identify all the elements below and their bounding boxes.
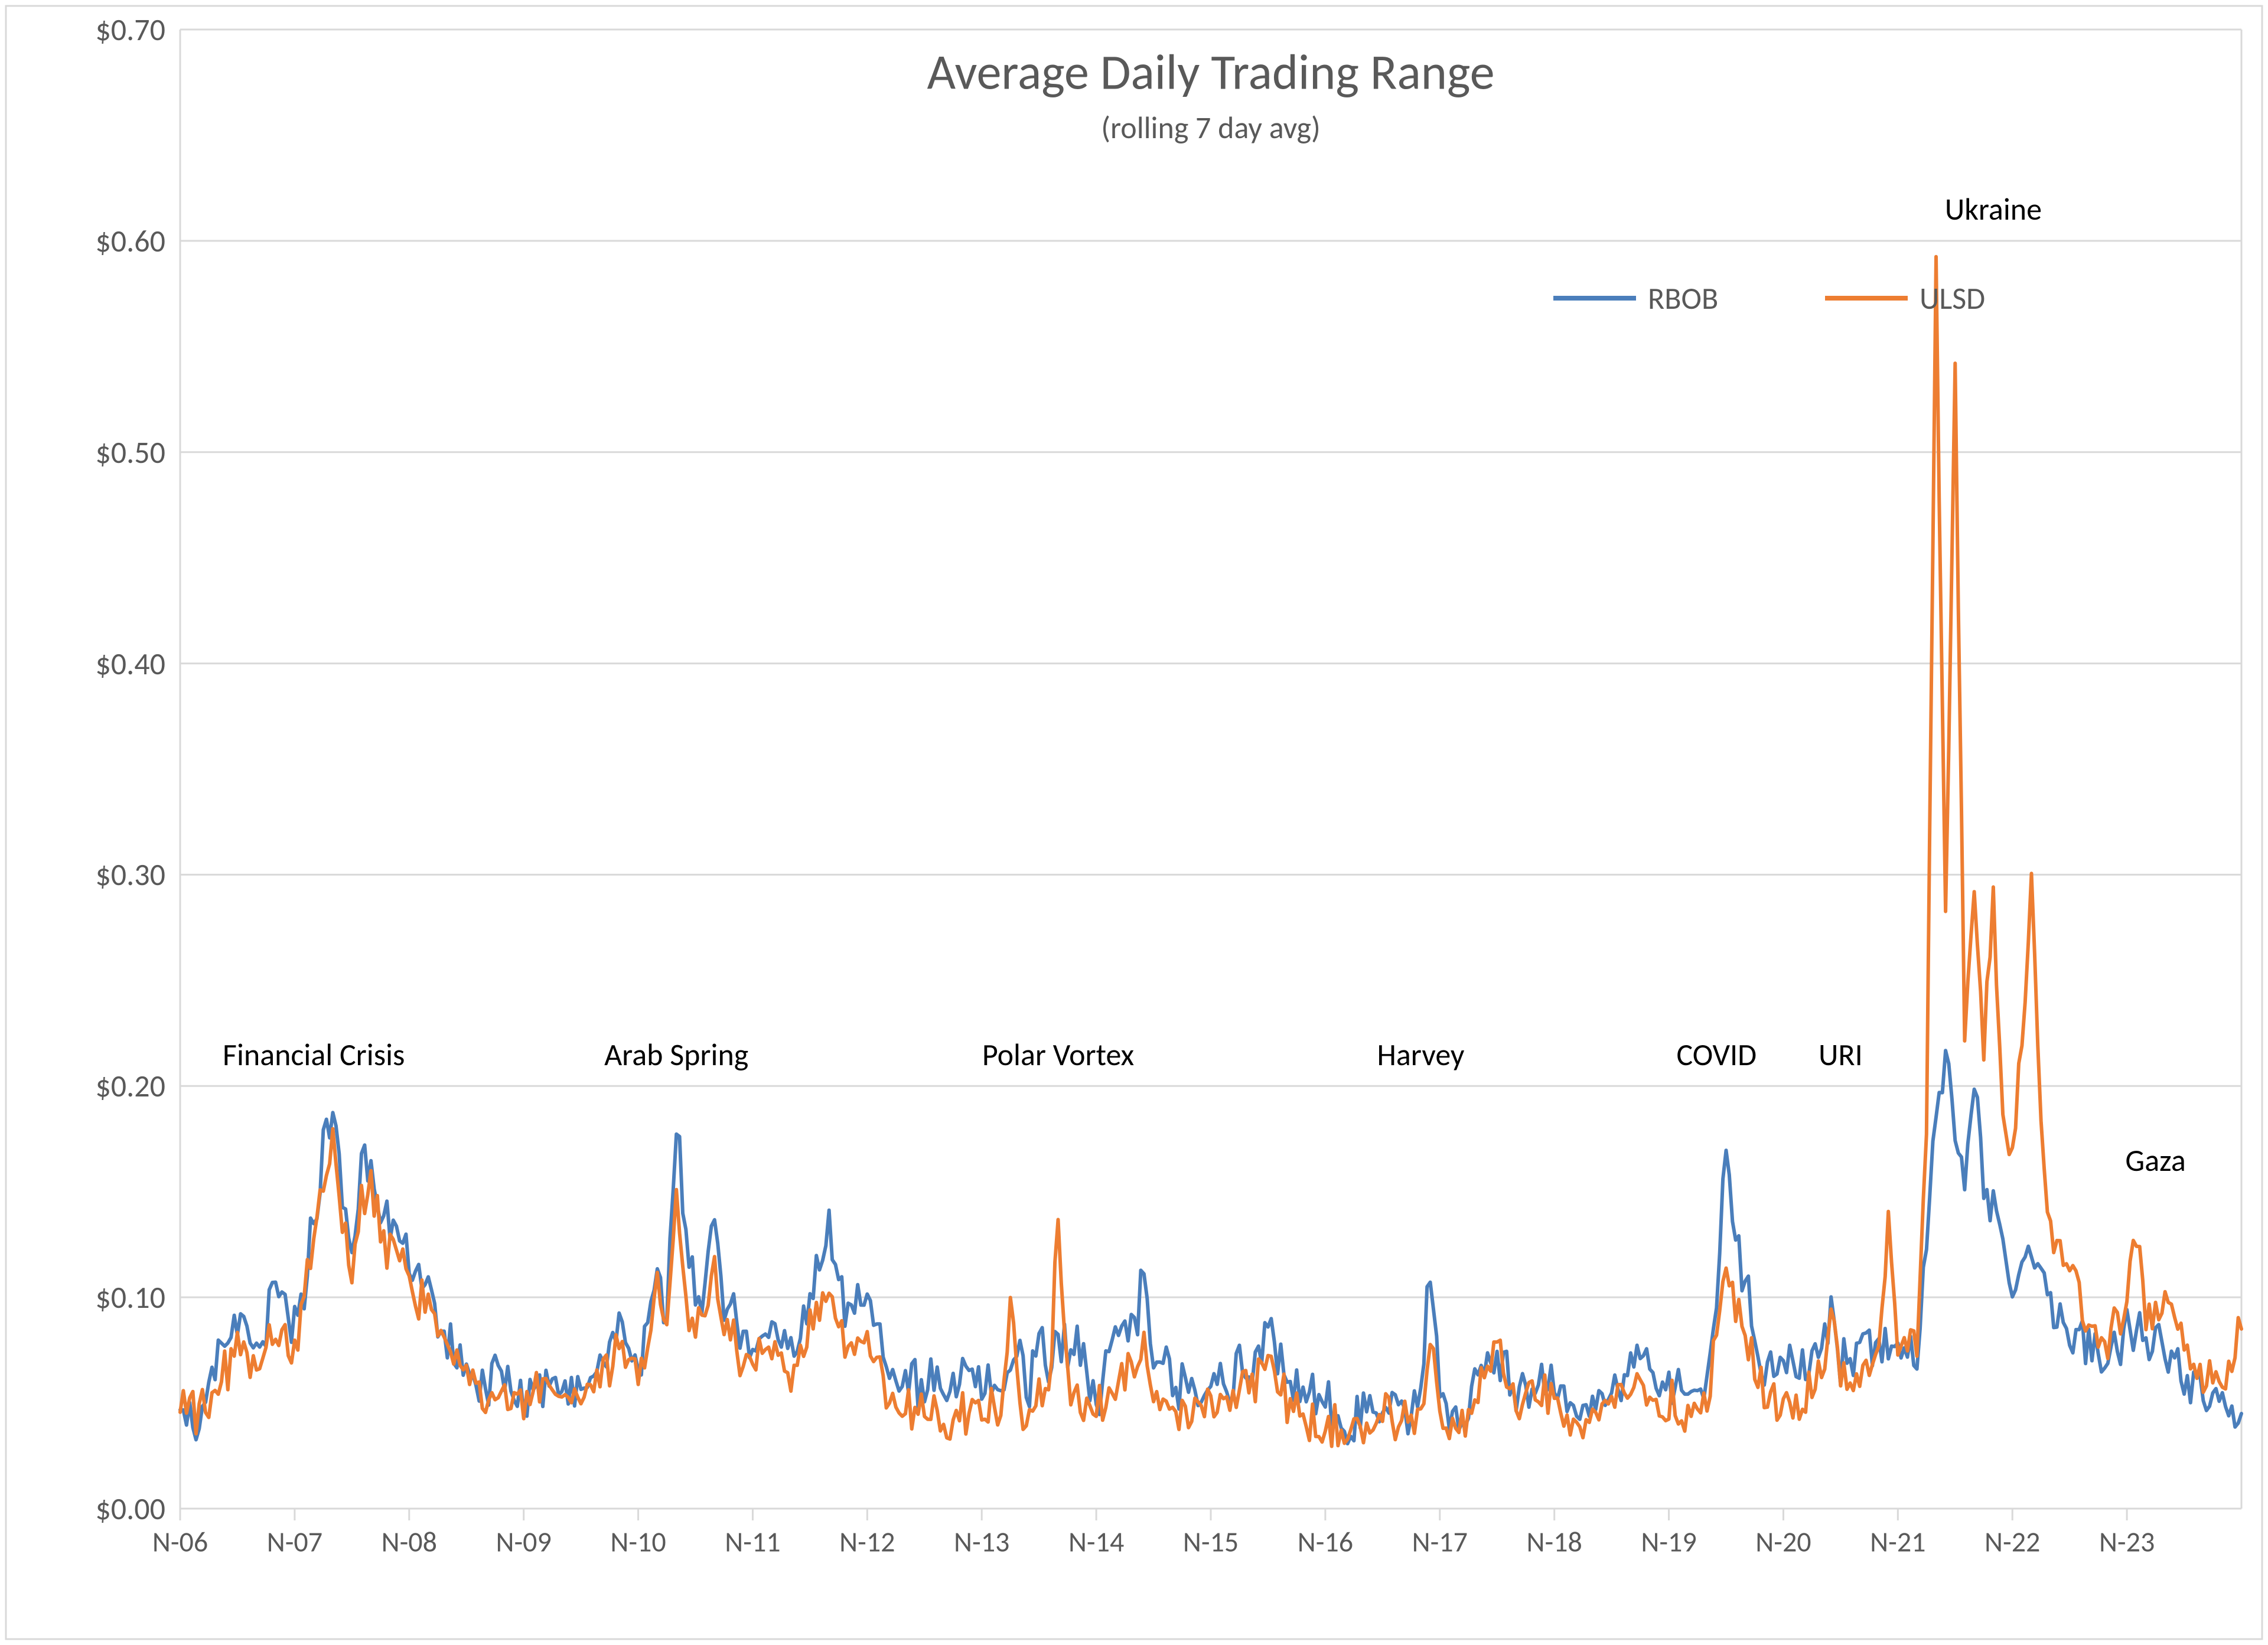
legend-label: ULSD — [1920, 279, 1985, 317]
line-chart — [0, 0, 2268, 1645]
chart-container: Average Daily Trading Range (rolling 7 d… — [0, 0, 2268, 1645]
x-tick-label: N-12 — [839, 1524, 895, 1559]
y-tick-label: $0.60 — [95, 222, 165, 260]
annotation-label: Gaza — [2125, 1141, 2185, 1179]
x-tick-label: N-09 — [496, 1524, 551, 1559]
x-tick-label: N-13 — [954, 1524, 1009, 1559]
x-tick-label: N-16 — [1298, 1524, 1353, 1559]
x-tick-label: N-15 — [1183, 1524, 1239, 1559]
x-tick-label: N-06 — [152, 1524, 208, 1559]
y-tick-label: $0.10 — [95, 1278, 165, 1316]
annotation-label: URI — [1819, 1036, 1863, 1073]
annotation-label: Polar Vortex — [982, 1036, 1134, 1073]
y-tick-label: $0.30 — [95, 856, 165, 893]
x-tick-label: N-22 — [1984, 1524, 2040, 1559]
legend-label: RBOB — [1648, 279, 1718, 317]
y-tick-label: $0.50 — [95, 433, 165, 471]
annotation-label: Arab Spring — [604, 1036, 748, 1073]
x-tick-label: N-18 — [1526, 1524, 1582, 1559]
x-tick-label: N-07 — [267, 1524, 322, 1559]
x-tick-label: N-23 — [2099, 1524, 2155, 1559]
legend-swatch — [1825, 296, 1908, 301]
x-tick-label: N-14 — [1068, 1524, 1124, 1559]
annotation-label: Financial Crisis — [223, 1036, 405, 1073]
annotation-label: Harvey — [1377, 1036, 1464, 1073]
x-tick-label: N-10 — [610, 1524, 666, 1559]
chart-title: Average Daily Trading Range — [927, 41, 1494, 102]
x-tick-label: N-19 — [1641, 1524, 1696, 1559]
legend-swatch — [1553, 296, 1636, 301]
x-tick-label: N-20 — [1755, 1524, 1811, 1559]
annotation-label: COVID — [1676, 1036, 1757, 1073]
chart-subtitle: (rolling 7 day avg) — [1101, 109, 1321, 146]
y-tick-label: $0.70 — [95, 11, 165, 48]
x-tick-label: N-17 — [1412, 1524, 1468, 1559]
y-tick-label: $0.20 — [95, 1067, 165, 1105]
x-tick-label: N-11 — [725, 1524, 780, 1559]
x-tick-label: N-08 — [382, 1524, 437, 1559]
y-tick-label: $0.00 — [95, 1490, 165, 1527]
x-tick-label: N-21 — [1870, 1524, 1925, 1559]
annotation-label: Ukraine — [1945, 190, 2042, 228]
y-tick-label: $0.40 — [95, 645, 165, 683]
